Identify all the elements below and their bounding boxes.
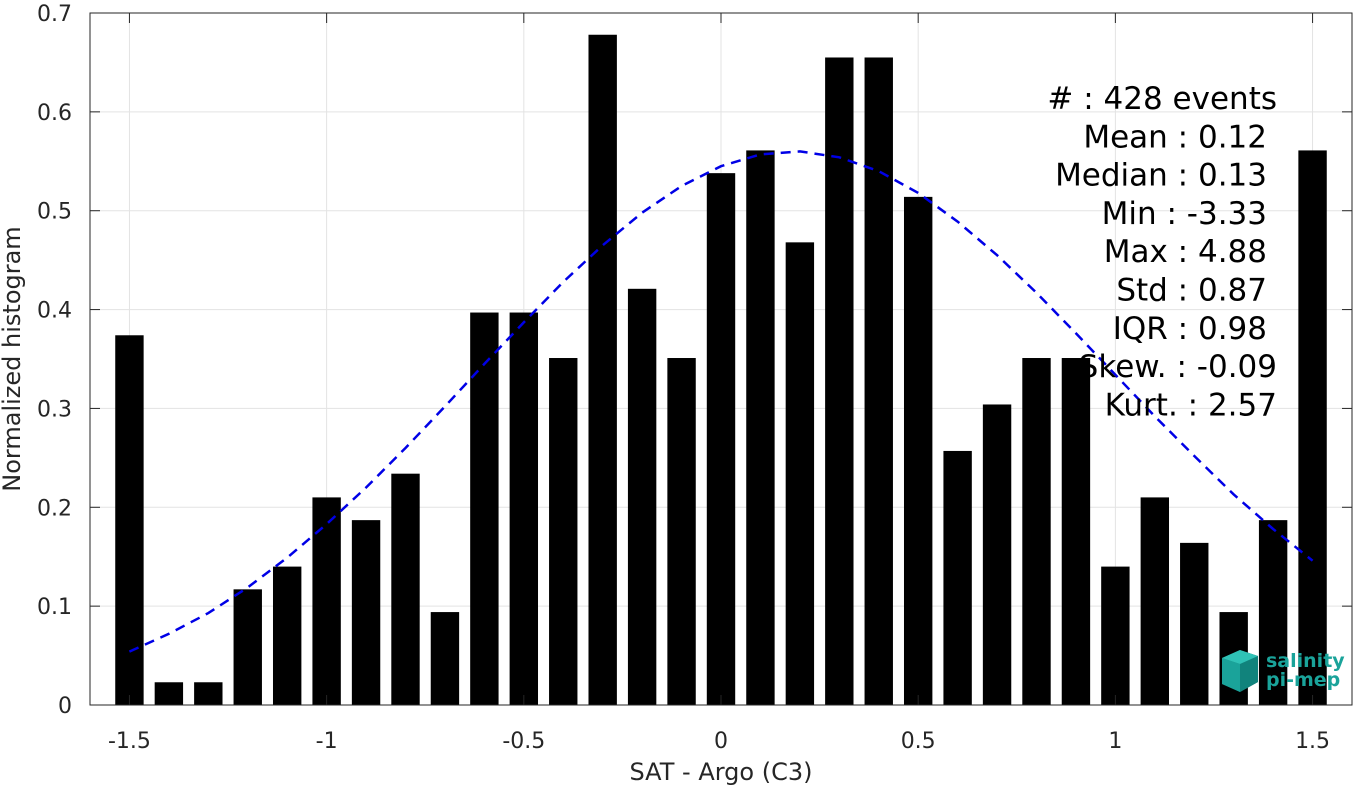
- y-tick-label: 0.4: [37, 299, 72, 324]
- y-tick-label: 0.3: [37, 397, 72, 422]
- histogram-bar: [825, 57, 854, 705]
- y-axis-title: Normalized histogram: [0, 226, 26, 491]
- x-tick-label: -1.5: [108, 729, 151, 754]
- histogram-bar: [746, 150, 775, 705]
- stats-line: Kurt. : 2.57: [1105, 387, 1277, 423]
- histogram-bar: [272, 566, 302, 705]
- y-tick-label: 0.7: [37, 2, 72, 27]
- histogram-bar: [1180, 542, 1209, 705]
- cube-icon: [1222, 650, 1258, 692]
- x-tick-label: 1.5: [1295, 729, 1330, 754]
- histogram-bar: [627, 288, 657, 705]
- histogram-bar: [903, 196, 933, 706]
- y-tick-label: 0.1: [37, 595, 72, 620]
- x-tick-label: 1: [1108, 729, 1122, 754]
- x-tick-label: -0.5: [502, 729, 545, 754]
- stats-line: Min : -3.33: [1102, 196, 1267, 232]
- stats-line: Std : 0.87: [1116, 273, 1267, 309]
- histogram-bar: [706, 173, 736, 706]
- histogram-bar: [233, 589, 262, 705]
- y-tick-label: 0: [58, 694, 72, 719]
- histogram-bar: [312, 497, 341, 705]
- histogram-bar: [470, 312, 499, 705]
- x-tick-label: 0.5: [901, 729, 936, 754]
- histogram-bar: [391, 473, 420, 705]
- histogram-bar: [982, 404, 1012, 705]
- x-tick-label: -1: [316, 729, 338, 754]
- stats-line: Mean : 0.12: [1083, 119, 1267, 155]
- histogram-bar: [430, 612, 460, 705]
- histogram-bar: [1061, 358, 1091, 705]
- y-tick-labels: 0 0.1 0.2 0.3 0.4 0.5 0.6 0.7: [37, 2, 72, 719]
- logo-line-1: salinity: [1266, 650, 1345, 672]
- stats-line: # : 428 events: [1047, 81, 1277, 117]
- histogram-bars: [115, 34, 1327, 706]
- histogram-bar: [667, 358, 696, 705]
- histogram-bar: [1258, 520, 1288, 705]
- histogram-bar: [864, 57, 893, 705]
- histogram-bar: [1140, 497, 1170, 705]
- histogram-bar: [588, 34, 617, 705]
- histogram-bar: [1101, 566, 1130, 705]
- salinity-pimep-logo: salinity pi-mep: [1222, 650, 1345, 692]
- histogram-bar: [154, 682, 184, 705]
- histogram-bar: [1298, 150, 1327, 705]
- histogram-bar: [549, 358, 578, 705]
- histogram-bar: [785, 242, 815, 705]
- histogram-bar: [509, 312, 539, 705]
- histogram-bar: [943, 450, 972, 705]
- normal-fit-curve: [128, 150, 1314, 653]
- y-tick-label: 0.2: [37, 496, 72, 521]
- stats-line: IQR : 0.98: [1113, 311, 1267, 347]
- y-tick-label: 0.5: [37, 200, 72, 225]
- stats-line: Max : 4.88: [1104, 234, 1267, 270]
- y-tick-label: 0.6: [37, 101, 72, 126]
- stats-line: Skew. : -0.09: [1079, 349, 1277, 385]
- histogram-bar: [351, 520, 381, 705]
- x-axis-title: SAT - Argo (C3): [630, 758, 813, 786]
- logo-line-2: pi-mep: [1266, 669, 1340, 691]
- stats-line: Median : 0.13: [1055, 158, 1267, 194]
- histogram-bar: [194, 682, 223, 705]
- x-tick-label: 0: [714, 729, 728, 754]
- axis-ticks: [90, 12, 1352, 706]
- x-tick-labels: -1.5 -1 -0.5 0 0.5 1 1.5: [108, 729, 1330, 754]
- histogram-bar: [115, 335, 144, 705]
- histogram-bar: [1022, 358, 1051, 705]
